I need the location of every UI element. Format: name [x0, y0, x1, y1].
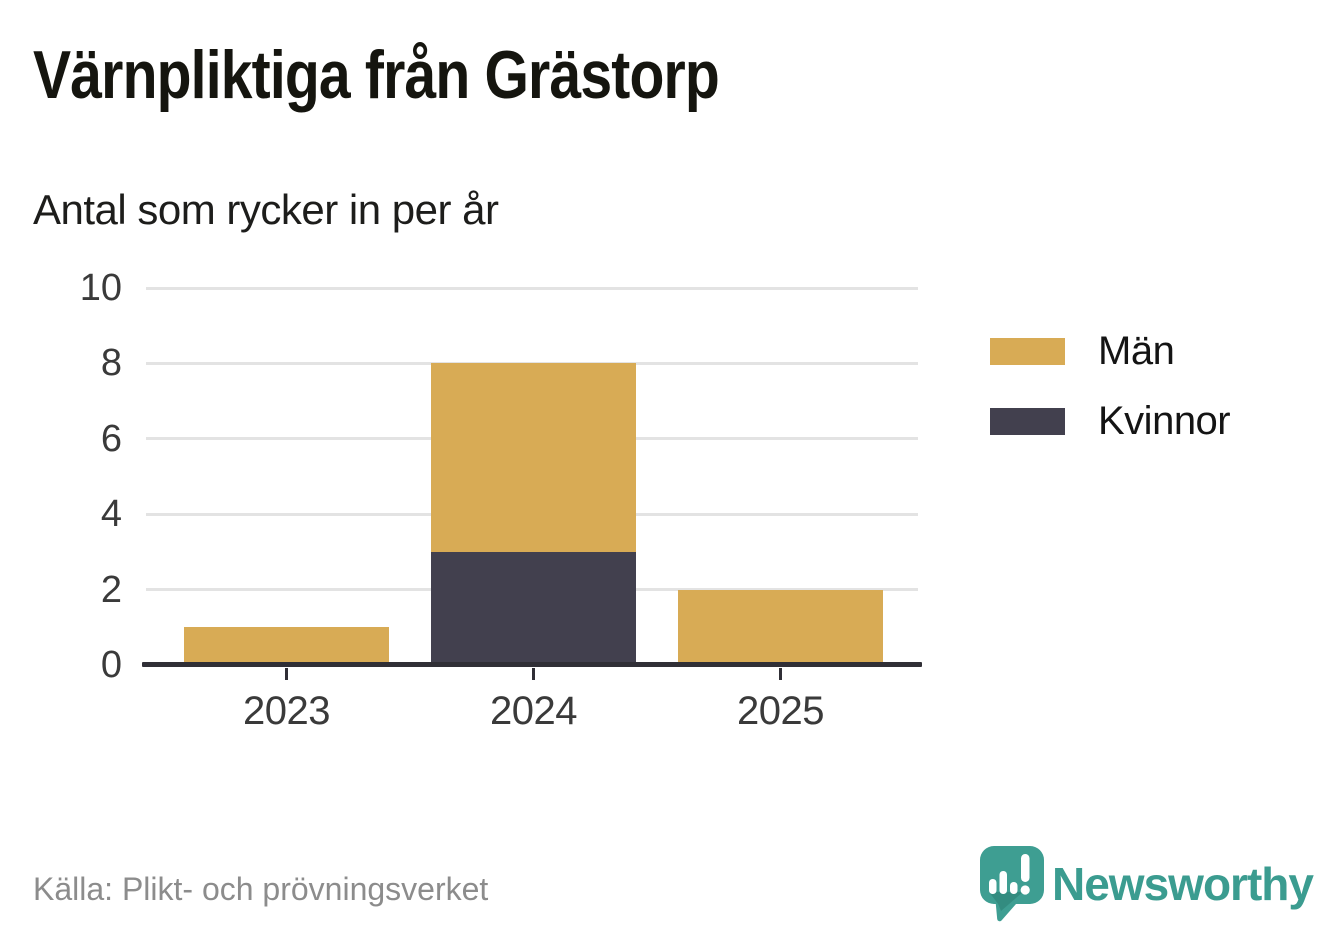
y-axis-tick-label: 10	[79, 267, 122, 309]
chart-subtitle: Antal som rycker in per år	[33, 186, 499, 233]
x-axis-tick-label: 2024	[490, 689, 577, 733]
legend-item-kvinnor: Kvinnor	[990, 399, 1231, 443]
x-axis-tick	[285, 668, 288, 680]
plot-area: 0 2 4 6 8 10 2023 2024 2025	[80, 269, 922, 731]
y-axis-tick-label: 4	[100, 493, 122, 536]
newsworthy-wordmark: Newsworthy	[1052, 858, 1314, 910]
legend: Män Kvinnor	[990, 331, 1231, 471]
y-axis-tick-label: 2	[100, 568, 122, 611]
bar-2024-kvinnor	[431, 551, 636, 665]
x-axis-line	[142, 662, 922, 667]
y-axis-tick-label: 6	[100, 417, 122, 460]
newsworthy-brand: Newsworthy	[980, 845, 1314, 925]
chart-title: Värnpliktiga från Grästorp	[33, 37, 720, 113]
gridline-y10	[146, 286, 918, 290]
legend-label: Män	[1098, 329, 1175, 373]
x-axis-tick	[779, 668, 782, 680]
legend-swatch-män	[990, 337, 1065, 365]
x-axis-tick-label: 2025	[737, 689, 824, 733]
bar-2024-män	[431, 363, 636, 552]
bar-2025-män	[678, 589, 883, 665]
y-axis-tick-label: 8	[100, 342, 122, 385]
legend-item-män: Män	[990, 331, 1230, 371]
x-axis-tick-label: 2023	[243, 689, 330, 733]
source-note: Källa: Plikt- och prövningsverket	[33, 871, 489, 907]
y-axis-tick-label: 0	[100, 644, 122, 686]
legend-swatch-kvinnor	[990, 407, 1065, 435]
newsworthy-logo-icon	[980, 846, 1044, 922]
bar-2023-män	[184, 627, 389, 665]
legend-label: Kvinnor	[1098, 399, 1231, 443]
x-axis-tick	[532, 668, 535, 680]
